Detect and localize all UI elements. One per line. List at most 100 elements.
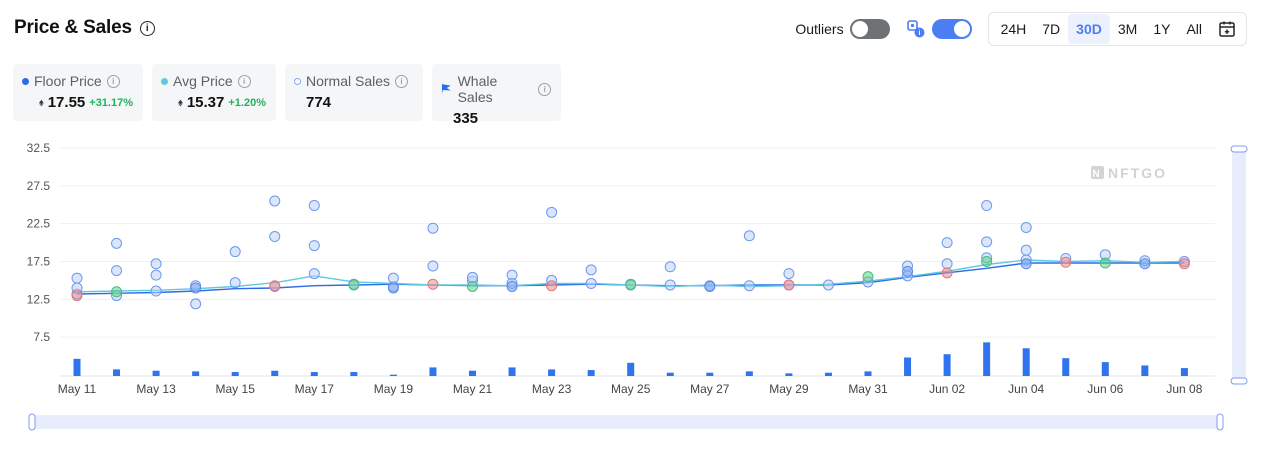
whale-toggle[interactable] [931, 19, 972, 39]
avg-price-dot [161, 77, 168, 85]
normal-sale-point [308, 200, 320, 212]
nftgo-logo-icon [1091, 166, 1104, 179]
outliers-label: Outliers [795, 21, 844, 37]
volume-bar [983, 342, 991, 376]
y-tick-label: 32.5 [27, 141, 51, 155]
volume-bar [271, 370, 279, 376]
volume-bar [587, 370, 595, 376]
y-axis: 7.5 12.5 17.5 22.5 27.5 32.5 [27, 141, 51, 344]
normal-sale-point [941, 258, 953, 270]
x-zoom-slider[interactable] [28, 413, 1224, 431]
range-all-button[interactable]: All [1186, 21, 1202, 37]
normal-sale-point [150, 285, 162, 297]
y-tick-label: 27.5 [27, 179, 51, 193]
whale-sale-point [387, 282, 399, 294]
y-zoom-handle-bottom[interactable] [1230, 377, 1248, 385]
whale-sales-label: Whale Sales [457, 73, 498, 105]
normal-sale-point [229, 246, 241, 258]
x-tick-label: May 21 [453, 382, 493, 396]
whale-sale-point [111, 286, 123, 298]
whale-sale-point [269, 280, 281, 292]
x-zoom-handle-right[interactable] [1216, 413, 1224, 431]
whale-sale-point [506, 280, 518, 292]
range-1y-button[interactable]: 1Y [1153, 21, 1171, 37]
normal-sale-point [743, 230, 755, 242]
x-tick-label: May 23 [532, 382, 572, 396]
volume-bar [1180, 368, 1188, 376]
floor-price-card: Floor Price i 17.55 +31.17% [13, 64, 143, 121]
info-icon[interactable]: i [106, 74, 120, 88]
normal-sale-point [229, 277, 241, 289]
normal-sale-point [664, 279, 676, 291]
whale-sale-point [190, 282, 202, 294]
floor-price-label: Floor Price [34, 73, 102, 89]
x-tick-label: May 17 [295, 382, 335, 396]
normal-sale-point [111, 237, 123, 249]
volume-bar [1022, 348, 1030, 376]
whale-filter-icon: i [906, 19, 926, 39]
calendar-icon[interactable] [1212, 16, 1242, 42]
avg-price-change: +1.20% [228, 96, 266, 109]
normal-sale-point [664, 261, 676, 273]
whale-sale-point [1178, 258, 1190, 270]
y-zoom-slider[interactable] [1230, 145, 1248, 385]
info-icon[interactable]: i [139, 20, 155, 36]
outliers-toggle[interactable] [849, 19, 890, 39]
x-tick-label: Jun 06 [1087, 382, 1123, 396]
y-zoom-handle-top[interactable] [1230, 145, 1248, 153]
normal-sale-point [111, 265, 123, 277]
range-3m-button[interactable]: 3M [1117, 21, 1138, 37]
price-sales-chart: 7.512.517.522.527.532.5 May 11 May 13 May … [27, 141, 1248, 431]
y-tick-label: 12.5 [27, 292, 51, 306]
normal-sale-point [308, 240, 320, 252]
normal-sale-point [981, 236, 993, 248]
svg-text:N: N [1092, 169, 1099, 180]
volume-bar [73, 358, 81, 376]
range-30d-button[interactable]: 30D [1068, 14, 1110, 44]
normal-sales-dot [294, 77, 301, 85]
volume-bar [548, 369, 556, 376]
info-icon[interactable]: i [237, 74, 251, 88]
volume-bar [1101, 362, 1109, 376]
x-tick-label: Jun 04 [1008, 382, 1044, 396]
volume-bar [666, 372, 674, 376]
watermark-text: NFTGO [1108, 165, 1167, 181]
whale-sale-point [1060, 256, 1072, 268]
volume-bar [192, 371, 200, 376]
whale-sale-point [546, 280, 558, 292]
floor-price-value: 17.55 [47, 94, 86, 111]
info-icon[interactable]: i [395, 74, 409, 88]
volume-bar [627, 362, 635, 376]
normal-sale-point [269, 195, 281, 207]
range-24h-button[interactable]: 24H [1000, 21, 1027, 37]
info-icon[interactable]: i [538, 82, 551, 96]
volume-bar [1141, 365, 1149, 376]
range-7d-button[interactable]: 7D [1042, 21, 1061, 37]
volume-bar [389, 374, 397, 376]
volume-bar [350, 372, 358, 376]
avg-price-card: Avg Price i 15.37 +1.20% [152, 64, 276, 121]
volume-bar [864, 371, 872, 376]
x-tick-label: Jun 02 [929, 382, 965, 396]
volume-bar [1062, 358, 1070, 376]
volume-bar [943, 354, 951, 376]
normal-sales-value: 774 [306, 94, 332, 111]
volume-bars [73, 342, 1188, 376]
x-tick-label: May 29 [769, 382, 809, 396]
normal-sale-point [150, 258, 162, 270]
x-tick-label: May 31 [848, 382, 888, 396]
whale-sale-point [348, 279, 360, 291]
normal-sale-point [743, 280, 755, 292]
x-tick-label: May 25 [611, 382, 651, 396]
toggle-knob [953, 21, 970, 37]
x-tick-label: May 13 [136, 382, 176, 396]
x-zoom-track [32, 415, 1220, 429]
volume-bar [824, 372, 832, 376]
normal-sale-point [585, 264, 597, 276]
normal-sale-point [269, 231, 281, 243]
x-zoom-handle-left[interactable] [28, 413, 36, 431]
chart-grid [60, 147, 1215, 377]
normal-sale-point [427, 222, 439, 234]
avg-price-label: Avg Price [173, 73, 233, 89]
volume-bar [706, 372, 714, 376]
